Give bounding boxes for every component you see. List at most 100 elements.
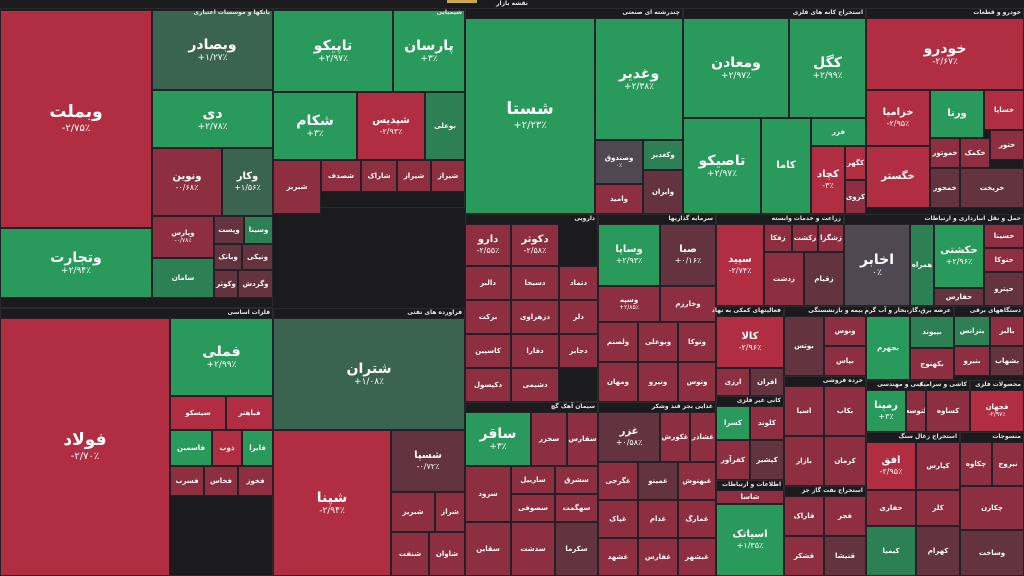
tile-metals-9[interactable]: فخوز (238, 466, 273, 496)
tile-banks-4[interactable]: وکار +۱/۵۶٪ (222, 148, 273, 216)
tile-chem-6[interactable]: شصدف (321, 160, 361, 192)
tile-invest-4[interactable]: ولصنم (598, 322, 638, 362)
tile-metals-7[interactable]: فسرب (170, 466, 204, 496)
tile-textiles-0[interactable]: چکاوه (960, 442, 992, 486)
tile-metals-3[interactable]: فباهنر (226, 396, 273, 430)
tile-cement-7[interactable]: سهگمت (555, 494, 598, 522)
tile-invest-9[interactable]: وتوس (678, 362, 716, 402)
tile-ore-3[interactable]: کاما (761, 118, 811, 214)
tile-pharma-1[interactable]: دکوثر -۲/۵۸٪ (511, 224, 559, 266)
tile-metals-8[interactable]: فخاس (204, 466, 238, 496)
tile-banks-12[interactable]: وگردش (238, 270, 273, 298)
tile-pharma-3[interactable]: دسبحا (511, 266, 559, 300)
tile-auto-1[interactable]: خزامیا -۲/۹۵٪ (866, 90, 930, 146)
tile-pharma-10[interactable]: دجابر (559, 334, 598, 368)
tile-food-7[interactable]: غدام (638, 500, 678, 538)
tile-metals-5[interactable]: ذوب (212, 430, 242, 466)
tile-ore-2[interactable]: تاصیکو +۲/۹۷٪ (683, 118, 761, 214)
tile-textiles-1[interactable]: نبروج (992, 442, 1024, 486)
tile-ore-1[interactable]: کگل +۲/۹۹٪ (789, 18, 866, 118)
tile-retail-3[interactable]: کرمان (824, 436, 866, 486)
tile-auto-0[interactable]: خودرو -۲/۶۷٪ (866, 18, 1024, 90)
tile-invest-7[interactable]: ومهان (598, 362, 638, 402)
tile-banks-8[interactable]: سامان (152, 258, 214, 298)
tile-banks-2[interactable]: دی +۲/۷۸٪ (152, 90, 273, 148)
tile-banks-13[interactable]: وتجارت +۲/۹۴٪ (0, 228, 152, 298)
tile-appliances-3[interactable]: بشهاب (990, 346, 1024, 376)
tile-banks-7[interactable]: وسینا (244, 216, 273, 244)
tile-tech-2[interactable]: افران (750, 368, 784, 396)
tile-pharma-12[interactable]: دشیمی (511, 368, 559, 402)
tile-food-3[interactable]: غگرجی (598, 462, 638, 500)
tile-cement-10[interactable]: سکرما (555, 522, 598, 576)
tile-misc-2[interactable]: کپارس (916, 442, 960, 490)
tile-misc-5[interactable]: کهرام (916, 526, 960, 576)
tile-mining-0[interactable]: شستا +۲/۲۳٪ (465, 18, 595, 214)
tile-mining-4[interactable]: وامید (595, 184, 643, 214)
tile-pharma-2[interactable]: دالبر (465, 266, 511, 300)
tile-food-1[interactable]: غکورش (660, 412, 690, 462)
tile-pharma-5[interactable]: برکت (465, 300, 511, 334)
tile-auto-7[interactable]: ختور (990, 130, 1024, 160)
tile-auto-2[interactable]: ورنا (930, 90, 984, 138)
tile-food-5[interactable]: غبهنوش (678, 462, 716, 500)
tile-invest-2[interactable]: وسپه +۲/۸۵٪ (598, 286, 660, 322)
tile-agri-3[interactable]: زشگزا (818, 224, 844, 252)
tile-retail-2[interactable]: بازار (784, 436, 824, 486)
tile-food-8[interactable]: غمارگ (678, 500, 716, 538)
tile-chem-3[interactable]: شپدیس -۲/۹۳٪ (357, 92, 425, 160)
tile-ref-6[interactable]: شاوان (429, 532, 465, 576)
tile-auto-8[interactable]: خمحور (930, 168, 960, 208)
tile-auto-6[interactable]: خکمک (960, 138, 990, 168)
tile-cement-5[interactable]: سشرق (555, 466, 598, 494)
tile-metalproducts-0[interactable]: فجهان -۲/۹۷٪ (970, 390, 1024, 432)
tile-ceramic-0[interactable]: کساوه (926, 390, 970, 432)
tile-agri-0[interactable]: سپید -۲/۷۴٪ (716, 224, 764, 306)
tile-it-1[interactable]: اسیاتک +۱/۳۵٪ (716, 504, 784, 576)
tile-ref-5[interactable]: شنفت (391, 532, 429, 576)
tile-refine-1[interactable]: بپیوند (910, 316, 954, 348)
tile-ref-4[interactable]: شراز (435, 492, 465, 532)
tile-food-10[interactable]: غفارس (638, 538, 678, 576)
tile-auto-5[interactable]: خموتور (930, 138, 960, 168)
tile-ore-6[interactable]: کگهر (845, 146, 866, 180)
tile-cement-2[interactable]: سفارس (567, 412, 598, 466)
tile-insurance-0[interactable]: بوتس (784, 316, 824, 376)
tile-cement-1[interactable]: سخزر (531, 412, 567, 466)
tile-insurance-1[interactable]: ونوس (824, 316, 866, 346)
tile-misc-0[interactable]: افق -۲/۹۵٪ (866, 442, 916, 490)
tile-appliances-2[interactable]: بنیرو (954, 346, 990, 376)
tile-tech-1[interactable]: ارزی (716, 368, 750, 396)
tile-food-11[interactable]: غبشهر (678, 538, 716, 576)
tile-mineral-0[interactable]: فاراک (784, 496, 824, 536)
tile-pharma-4[interactable]: دتماد (559, 266, 598, 300)
tile-nonmetal-1[interactable]: کلوند (750, 406, 784, 440)
tile-chem-4[interactable]: بوعلی (425, 92, 465, 160)
tile-auto-3[interactable]: خساپا (984, 90, 1024, 130)
tile-eng-1[interactable]: ولتوسعه (906, 390, 926, 432)
tile-appliances-0[interactable]: بترانس (954, 316, 990, 346)
tile-cement-0[interactable]: ساقر +۳٪ (465, 412, 531, 466)
tile-ref-2[interactable]: شسپا -۰/۷۲٪ (391, 430, 465, 492)
tile-mineral-2[interactable]: قشکر (784, 536, 824, 576)
tile-mining-5[interactable]: وایران (643, 170, 683, 214)
tile-banks-6[interactable]: وپست (214, 216, 244, 244)
tile-auto-4[interactable]: خگستر (866, 146, 930, 208)
tile-banks-1[interactable]: وبصادر +۱/۲۷٪ (152, 10, 273, 90)
tile-mineral-3[interactable]: قنیشا (824, 536, 866, 576)
tile-textiles-2[interactable]: چکارن (960, 486, 1024, 530)
tile-food-9[interactable]: غشهد (598, 538, 638, 576)
tile-metals-6[interactable]: فایرا (242, 430, 273, 466)
tile-cement-6[interactable]: سصوفی (511, 494, 555, 522)
tile-pharma-8[interactable]: کاسپین (465, 334, 511, 368)
tile-food-6[interactable]: غپاک (598, 500, 638, 538)
tile-refine-0[interactable]: بجهرم (866, 316, 910, 380)
tile-chem-1[interactable]: پارسان +۳٪ (393, 10, 465, 92)
tile-appliances-1[interactable]: بالبر (990, 316, 1024, 346)
tile-transport-1[interactable]: همراه (910, 224, 934, 306)
tile-ref-0[interactable]: شتران +۱/۰۸٪ (273, 318, 465, 430)
tile-auto-9[interactable]: خریخت (960, 168, 1024, 208)
tile-metals-1[interactable]: فملی +۲/۹۹٪ (170, 318, 273, 396)
tile-agri-4[interactable]: زدشت (764, 252, 804, 306)
tile-pharma-0[interactable]: دارو -۲/۵۵٪ (465, 224, 511, 266)
